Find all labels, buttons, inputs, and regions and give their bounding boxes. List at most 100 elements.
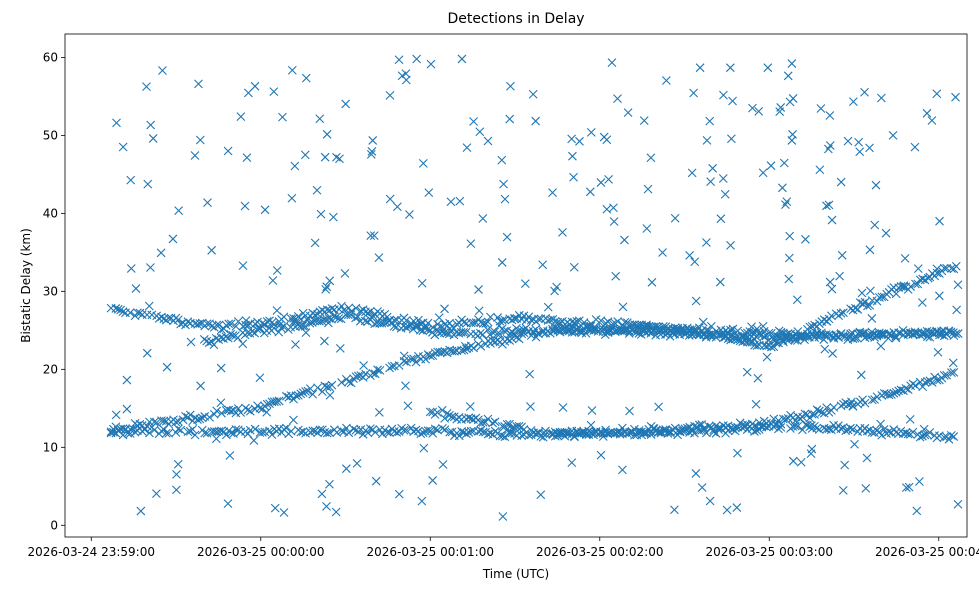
detection-marker bbox=[293, 390, 303, 400]
detection-marker bbox=[747, 322, 756, 332]
detection-marker bbox=[343, 310, 353, 320]
detection-marker bbox=[776, 103, 786, 112]
detection-marker bbox=[195, 135, 205, 145]
detection-marker bbox=[884, 427, 894, 437]
detection-marker bbox=[781, 414, 791, 424]
detection-marker bbox=[332, 152, 341, 162]
detection-marker bbox=[149, 425, 159, 435]
detection-marker bbox=[385, 90, 395, 100]
detection-marker bbox=[839, 308, 848, 318]
detection-marker bbox=[550, 286, 559, 296]
detection-marker bbox=[249, 436, 259, 445]
detection-marker bbox=[814, 425, 824, 434]
detection-marker bbox=[497, 155, 507, 165]
detection-marker bbox=[428, 428, 438, 438]
detection-marker bbox=[774, 326, 784, 336]
y-axis-ticks: 0 10 20 30 40 50 60 bbox=[43, 50, 65, 532]
detection-marker bbox=[312, 185, 322, 195]
detection-marker bbox=[509, 423, 519, 432]
detection-marker bbox=[353, 312, 363, 322]
detection-marker bbox=[440, 304, 449, 314]
y-tick-label: 10 bbox=[43, 440, 58, 454]
detection-marker bbox=[421, 354, 430, 364]
detection-marker bbox=[618, 302, 628, 312]
detection-marker bbox=[502, 232, 512, 242]
detection-marker bbox=[623, 108, 633, 118]
detection-marker bbox=[790, 335, 800, 345]
detection-marker bbox=[161, 428, 171, 438]
detection-marker bbox=[315, 316, 324, 326]
detection-marker bbox=[948, 358, 958, 368]
detection-marker bbox=[788, 456, 798, 466]
detection-marker bbox=[399, 425, 409, 435]
detection-marker bbox=[697, 425, 706, 435]
detection-marker bbox=[205, 412, 214, 422]
detection-marker bbox=[421, 321, 430, 331]
detection-marker bbox=[639, 116, 649, 126]
detection-marker bbox=[949, 432, 959, 441]
detection-marker bbox=[369, 231, 379, 241]
detection-marker bbox=[923, 273, 933, 283]
detection-marker bbox=[411, 425, 421, 435]
detection-marker bbox=[329, 311, 339, 321]
detection-marker bbox=[569, 431, 579, 441]
detection-marker bbox=[876, 419, 885, 429]
detection-marker bbox=[575, 136, 584, 146]
detection-marker bbox=[486, 428, 495, 438]
detection-marker bbox=[483, 414, 493, 424]
detection-marker bbox=[856, 370, 866, 380]
detection-marker bbox=[706, 177, 716, 186]
detection-marker bbox=[827, 311, 836, 321]
detection-marker bbox=[569, 262, 579, 272]
detection-marker bbox=[790, 421, 800, 431]
detection-marker bbox=[602, 204, 612, 214]
detection-marker bbox=[322, 382, 332, 392]
detection-marker bbox=[325, 276, 335, 286]
detection-marker bbox=[225, 451, 235, 460]
detection-marker bbox=[646, 422, 656, 431]
detection-marker bbox=[505, 419, 514, 429]
detection-marker bbox=[252, 324, 262, 334]
detection-marker bbox=[740, 331, 749, 341]
detection-marker bbox=[483, 317, 493, 327]
detection-marker bbox=[807, 329, 817, 339]
detection-marker bbox=[296, 389, 306, 399]
detection-marker bbox=[250, 328, 260, 338]
detection-marker bbox=[905, 414, 915, 424]
detection-marker bbox=[200, 428, 210, 438]
detection-marker bbox=[157, 426, 166, 436]
detection-marker bbox=[857, 329, 867, 339]
detection-marker bbox=[520, 279, 530, 288]
detection-marker bbox=[754, 329, 764, 339]
detection-marker bbox=[596, 450, 606, 460]
detection-marker bbox=[690, 257, 700, 267]
detection-marker bbox=[405, 210, 414, 219]
detection-marker bbox=[807, 421, 816, 430]
detection-marker bbox=[795, 332, 805, 342]
detection-marker bbox=[125, 308, 135, 318]
detection-marker bbox=[896, 385, 906, 395]
detection-marker bbox=[883, 333, 893, 343]
detection-marker bbox=[499, 179, 508, 189]
y-tick-label: 50 bbox=[43, 128, 58, 142]
detection-marker bbox=[181, 411, 190, 421]
detection-marker bbox=[843, 136, 853, 146]
detection-marker bbox=[190, 151, 200, 160]
detection-marker bbox=[344, 428, 354, 438]
detection-marker bbox=[900, 254, 910, 263]
detection-marker bbox=[609, 203, 618, 213]
detection-marker bbox=[272, 306, 282, 315]
detection-marker bbox=[495, 329, 505, 339]
detection-marker bbox=[670, 213, 680, 223]
detection-marker bbox=[752, 426, 762, 435]
detection-marker bbox=[867, 428, 877, 437]
detection-marker bbox=[331, 312, 341, 322]
detection-marker bbox=[131, 284, 141, 293]
detection-marker bbox=[493, 313, 503, 322]
detection-marker bbox=[877, 330, 886, 340]
detection-marker bbox=[792, 295, 802, 305]
detection-marker bbox=[814, 332, 824, 342]
detection-marker bbox=[483, 325, 492, 335]
detection-marker bbox=[455, 196, 465, 206]
detection-marker bbox=[822, 317, 832, 326]
